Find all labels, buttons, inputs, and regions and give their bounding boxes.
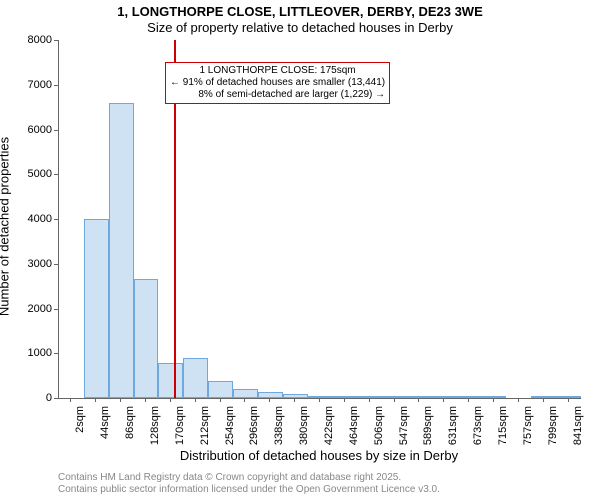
x-tick-mark: [369, 398, 370, 402]
histogram-bar: [407, 396, 432, 398]
y-tick-label: 6000: [18, 124, 52, 136]
x-tick-label: 715sqm: [497, 406, 509, 451]
y-tick-label: 7000: [18, 79, 52, 91]
x-tick-label: 86sqm: [124, 406, 136, 451]
y-tick-label: 0: [18, 392, 52, 404]
x-tick-mark: [294, 398, 295, 402]
histogram-bar: [531, 396, 556, 398]
footer-line2: Contains public sector information licen…: [58, 484, 440, 496]
chart-container: 1, LONGTHORPE CLOSE, LITTLEOVER, DERBY, …: [0, 0, 600, 500]
x-tick-mark: [220, 398, 221, 402]
x-tick-mark: [468, 398, 469, 402]
x-tick-label: 841sqm: [572, 406, 584, 451]
x-tick-mark: [170, 398, 171, 402]
y-tick-label: 3000: [18, 258, 52, 270]
x-tick-label: 799sqm: [547, 406, 559, 451]
histogram-bar: [556, 396, 581, 398]
histogram-bar: [158, 363, 183, 398]
x-tick-label: 212sqm: [199, 406, 211, 451]
x-tick-mark: [70, 398, 71, 402]
y-tick-mark: [54, 85, 58, 86]
x-tick-label: 506sqm: [373, 406, 385, 451]
x-tick-mark: [568, 398, 569, 402]
x-tick-mark: [493, 398, 494, 402]
x-tick-mark: [418, 398, 419, 402]
x-tick-label: 2sqm: [74, 406, 86, 451]
y-tick-mark: [54, 40, 58, 41]
annotation-line2: 8% of semi-detached are larger (1,229) →: [170, 89, 385, 101]
x-tick-mark: [319, 398, 320, 402]
x-tick-mark: [518, 398, 519, 402]
x-tick-mark: [95, 398, 96, 402]
histogram-bar: [84, 219, 109, 398]
histogram-bar: [357, 396, 382, 398]
x-tick-label: 170sqm: [174, 406, 186, 451]
histogram-bar: [233, 389, 258, 398]
x-tick-mark: [443, 398, 444, 402]
y-tick-mark: [54, 353, 58, 354]
title-line2: Size of property relative to detached ho…: [0, 20, 600, 35]
title-line1: 1, LONGTHORPE CLOSE, LITTLEOVER, DERBY, …: [0, 4, 600, 19]
plot-area: 1 LONGTHORPE CLOSE: 175sqm← 91% of detac…: [58, 40, 581, 399]
footer-line1: Contains HM Land Registry data © Crown c…: [58, 472, 440, 484]
footer-attribution: Contains HM Land Registry data © Crown c…: [58, 472, 440, 496]
x-tick-mark: [145, 398, 146, 402]
x-tick-label: 128sqm: [149, 406, 161, 451]
x-tick-label: 631sqm: [447, 406, 459, 451]
y-axis-label: Number of detached properties: [0, 127, 12, 327]
x-tick-mark: [244, 398, 245, 402]
x-tick-label: 589sqm: [422, 406, 434, 451]
histogram-bar: [332, 396, 357, 398]
x-tick-label: 757sqm: [522, 406, 534, 451]
annotation-box: 1 LONGTHORPE CLOSE: 175sqm← 91% of detac…: [165, 62, 390, 104]
x-tick-label: 296sqm: [248, 406, 260, 451]
histogram-bar: [382, 396, 407, 398]
y-tick-label: 2000: [18, 303, 52, 315]
y-tick-label: 8000: [18, 34, 52, 46]
histogram-bar: [208, 381, 233, 398]
y-tick-label: 1000: [18, 347, 52, 359]
y-tick-label: 4000: [18, 213, 52, 225]
annotation-line1: ← 91% of detached houses are smaller (13…: [170, 77, 385, 89]
x-tick-label: 44sqm: [99, 406, 111, 451]
histogram-bar: [109, 103, 134, 398]
y-tick-mark: [54, 130, 58, 131]
x-tick-mark: [344, 398, 345, 402]
x-tick-mark: [195, 398, 196, 402]
y-tick-mark: [54, 398, 58, 399]
x-tick-label: 338sqm: [273, 406, 285, 451]
x-tick-mark: [120, 398, 121, 402]
x-tick-label: 673sqm: [472, 406, 484, 451]
x-tick-label: 380sqm: [298, 406, 310, 451]
y-tick-mark: [54, 264, 58, 265]
histogram-bar: [183, 358, 208, 398]
x-tick-label: 464sqm: [348, 406, 360, 451]
x-tick-label: 422sqm: [323, 406, 335, 451]
x-tick-mark: [543, 398, 544, 402]
y-tick-mark: [54, 309, 58, 310]
y-tick-mark: [54, 174, 58, 175]
histogram-bar: [134, 279, 159, 398]
x-tick-label: 547sqm: [398, 406, 410, 451]
annotation-title: 1 LONGTHORPE CLOSE: 175sqm: [170, 65, 385, 77]
y-tick-label: 5000: [18, 168, 52, 180]
y-tick-mark: [54, 219, 58, 220]
x-tick-mark: [269, 398, 270, 402]
x-tick-mark: [394, 398, 395, 402]
x-tick-label: 254sqm: [224, 406, 236, 451]
